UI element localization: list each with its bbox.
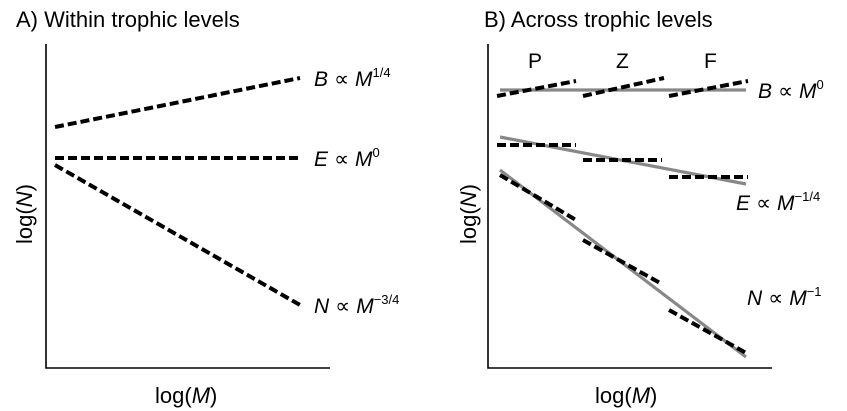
- eq-exponent: −3/4: [374, 292, 400, 307]
- eq-lhs: E: [314, 148, 329, 171]
- trophic-level-fish: F: [704, 50, 717, 73]
- proportional-symbol: ∝: [334, 68, 349, 91]
- panel-b-biomass-segment-p: [496, 79, 577, 98]
- eq-exponent: 1/4: [373, 65, 391, 80]
- panel-b-biomass-label: B ∝ M0: [758, 77, 824, 103]
- eq-lhs: E: [736, 192, 751, 215]
- eq-exponent: −1: [807, 284, 822, 299]
- panel-a-ylabel: log(N): [12, 184, 37, 244]
- axis-label-part: ): [12, 184, 37, 191]
- proportional-symbol: ∝: [756, 192, 771, 215]
- axis-label-part: log(: [155, 383, 192, 408]
- eq-lhs: N: [747, 287, 763, 310]
- panel-a-xlabel-text: log(M): [155, 383, 217, 408]
- trophic-level-producers: P: [528, 50, 542, 73]
- panel-a-abundance-label: N ∝ M−3/4: [314, 292, 399, 318]
- eq-lhs: B: [758, 80, 772, 103]
- axis-label-part: ): [650, 383, 657, 408]
- eq-base: M: [789, 287, 807, 310]
- axis-label-part: ): [210, 383, 217, 408]
- panel-b-ylabel-text: log(N): [456, 184, 481, 244]
- eq-base: M: [355, 148, 373, 171]
- axis-label-part: N: [12, 191, 37, 207]
- panel-b-abundance-segment-z: [582, 238, 661, 285]
- panel-a-xlabel: log(M): [155, 383, 217, 408]
- panel-b-xlabel-text: log(M): [595, 383, 657, 408]
- axis-label-part: N: [456, 191, 481, 207]
- panel-b-biomass-segment-z: [582, 76, 665, 98]
- panel-a-energy-label: E ∝ M0: [314, 145, 380, 171]
- axis-label-part: M: [632, 383, 651, 408]
- axis-label-part: ): [456, 184, 481, 191]
- panel-b-title: B) Across trophic levels: [484, 7, 713, 32]
- panel-b-abundance-label: N ∝ M−1: [747, 284, 822, 310]
- trophic-level-zooplankton: Z: [616, 50, 629, 73]
- panel-b: B) Across trophic levels log(M) log(N) P…: [456, 7, 824, 408]
- panel-b-ylabel: log(N): [456, 184, 481, 244]
- panel-a-abundance-line: [54, 163, 301, 307]
- eq-exponent: 0: [373, 145, 380, 160]
- eq-exponent: 0: [817, 77, 824, 92]
- proportional-symbol: ∝: [334, 148, 349, 171]
- panel-b-xlabel: log(M): [595, 383, 657, 408]
- panel-b-axes: [487, 44, 772, 369]
- panel-b-biomass-segment-f: [668, 79, 749, 98]
- proportional-symbol: ∝: [768, 287, 783, 310]
- eq-base: M: [355, 68, 373, 91]
- axis-label-part: log(: [12, 207, 37, 244]
- panel-a: A) Within trophic levels log(M) log(N) B…: [12, 7, 399, 408]
- panel-a-biomass-label: B ∝ M1/4: [314, 65, 391, 91]
- panel-b-energy-label: E ∝ M−1/4: [736, 189, 820, 215]
- eq-exponent: −1/4: [795, 189, 821, 204]
- panel-b-abundance-segment-f: [668, 308, 749, 356]
- panel-a-biomass-line: [54, 76, 301, 129]
- axis-label-part: log(: [595, 383, 632, 408]
- panel-a-title: A) Within trophic levels: [16, 7, 240, 32]
- eq-base: M: [799, 80, 817, 103]
- panel-a-axes: [45, 44, 330, 369]
- proportional-symbol: ∝: [335, 295, 350, 318]
- axis-label-part: M: [192, 383, 211, 408]
- panel-a-ylabel-text: log(N): [12, 184, 37, 244]
- eq-base: M: [356, 295, 374, 318]
- axis-label-part: log(: [456, 207, 481, 244]
- eq-lhs: B: [314, 68, 328, 91]
- panel-b-abundance-segment-p: [498, 173, 578, 222]
- eq-lhs: N: [314, 295, 330, 318]
- proportional-symbol: ∝: [778, 80, 793, 103]
- eq-base: M: [777, 192, 795, 215]
